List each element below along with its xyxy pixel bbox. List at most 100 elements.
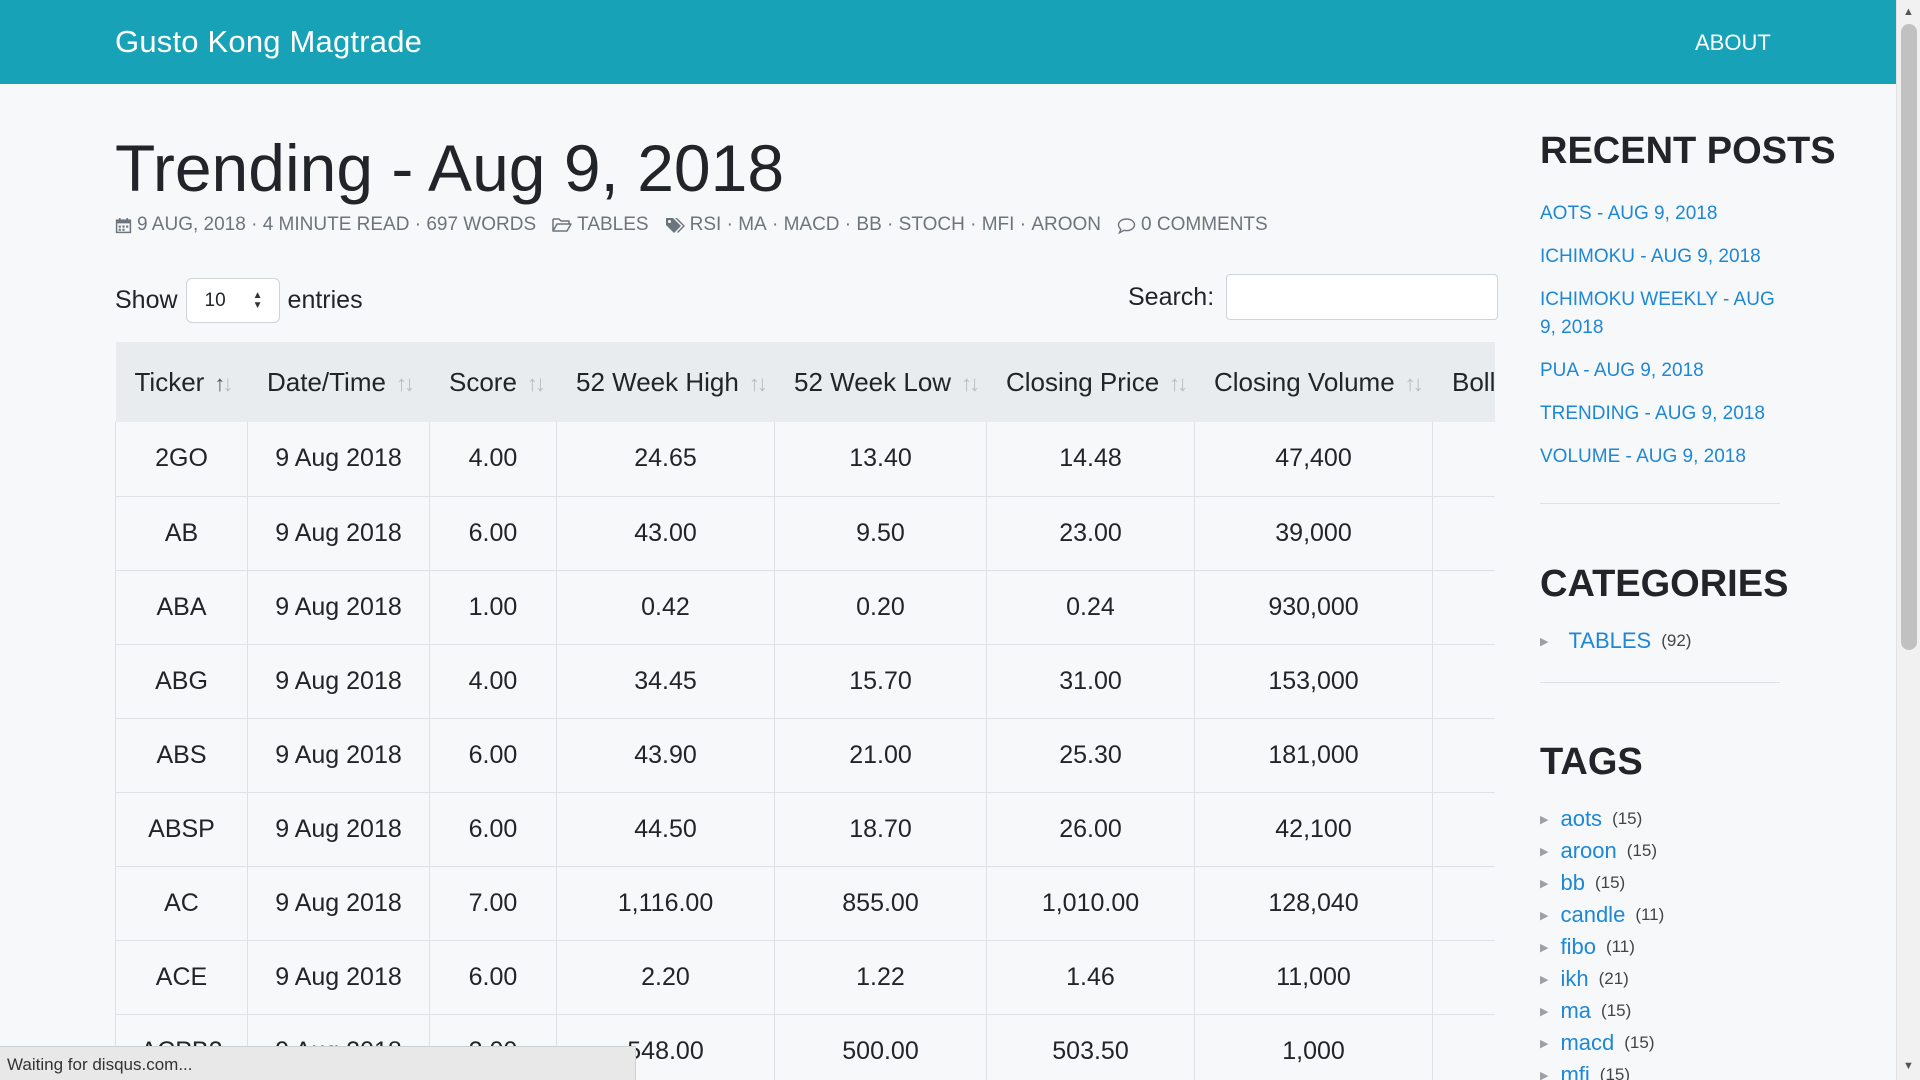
table-cell: AC <box>115 866 248 941</box>
tag-link[interactable]: mfi <box>1560 1062 1590 1080</box>
table-cell: 23.00 <box>986 496 1195 571</box>
data-table: Ticker ↑↓ Date/Time ↑↓ Score ↑↓ 52 Week Hig… <box>115 342 1495 1080</box>
table-cell: 4.00 <box>429 644 557 719</box>
column-header-score[interactable]: Score ↑↓ <box>429 342 557 422</box>
table-cell: 9 Aug 2018 <box>247 496 430 571</box>
column-header-52wk-high[interactable]: 52 Week High ↑↓ <box>556 342 775 422</box>
table-search-control: Search: <box>1128 274 1499 320</box>
sort-icon: ↑↓ <box>526 370 546 396</box>
tag-link[interactable]: ma <box>1560 998 1592 1023</box>
tag-count: (11) <box>1605 937 1635 956</box>
table-cell: 9 Aug 2018 <box>247 792 430 867</box>
tag-count: (15) <box>1624 1033 1655 1052</box>
tag-link[interactable]: macd <box>1560 1030 1615 1055</box>
post-read-time: 4 MINUTE READ <box>262 214 410 235</box>
post-meta: 9 AUG, 2018 · 4 MINUTE READ · 697 WORDS … <box>115 214 1284 236</box>
caret-right-icon: ▶ <box>1540 909 1549 922</box>
table-length-control: Show 10 ▲ ▼ entries <box>115 278 363 323</box>
calendar-icon <box>115 217 132 234</box>
table-cell: 25.30 <box>986 718 1195 793</box>
tag-item: ▶ ma (15) <box>1540 998 1631 1024</box>
nav-about-link[interactable]: ABOUT <box>1695 30 1771 55</box>
post-tag-link[interactable]: RSI <box>689 214 722 235</box>
tags-icon <box>665 217 685 234</box>
categories-heading: CATEGORIES <box>1540 563 1789 605</box>
folder-open-icon <box>552 217 572 233</box>
sort-ascending-icon: ↑↓ <box>214 370 233 396</box>
table-cell: 7.00 <box>429 866 557 941</box>
caret-right-icon: ▶ <box>1540 845 1549 858</box>
recent-post-link[interactable]: ICHIMOKU WEEKLY - AUG 9, 2018 <box>1540 289 1775 338</box>
post-tag-link[interactable]: MFI <box>981 214 1015 235</box>
recent-post-link[interactable]: VOLUME - AUG 9, 2018 <box>1540 446 1746 467</box>
category-link[interactable]: TABLES <box>1568 628 1652 653</box>
scroll-down-arrow-icon[interactable]: ▼ <box>1903 1060 1914 1072</box>
table-cell: 855.00 <box>774 866 987 941</box>
table-cell: ABS <box>115 718 248 793</box>
table-cell: 26.00 <box>986 792 1195 867</box>
column-header-closing-volume[interactable]: Closing Volume ↑↓ <box>1194 342 1433 422</box>
entries-per-page-select[interactable]: 10 ▲ ▼ <box>185 278 280 323</box>
sidebar-divider <box>1540 682 1780 683</box>
table-cell: ABSP <box>115 792 248 867</box>
column-header-52wk-low[interactable]: 52 Week Low ↑↓ <box>774 342 987 422</box>
tag-link[interactable]: aroon <box>1560 838 1617 863</box>
post-comments-link[interactable]: 0 COMMENTS <box>1141 214 1268 235</box>
table-header-row: Ticker ↑↓ Date/Time ↑↓ Score ↑↓ 52 Week Hig… <box>115 342 1495 422</box>
table-cell: 43.90 <box>556 718 775 793</box>
data-table-container: Ticker ↑↓ Date/Time ↑↓ Score ↑↓ 52 Week Hig… <box>115 342 1495 1080</box>
top-navbar: Gusto Kong Magtrade ABOUT <box>0 0 1896 84</box>
table-cell: ABA <box>115 570 248 645</box>
tag-link[interactable]: ikh <box>1560 966 1589 991</box>
table-cell: 1,000 <box>1194 1014 1433 1080</box>
table-cell <box>1432 1014 1495 1080</box>
table-cell <box>1432 422 1495 497</box>
caret-right-icon: ▶ <box>1540 635 1549 648</box>
page-scrollbar[interactable]: ▲ ▼ <box>1896 0 1920 1080</box>
recent-post-link[interactable]: TRENDING - AUG 9, 2018 <box>1540 403 1765 424</box>
tag-count: (15) <box>1601 1001 1632 1020</box>
site-brand[interactable]: Gusto Kong Magtrade <box>115 24 423 59</box>
tags-heading: TAGS <box>1540 741 1643 783</box>
post-tag-link[interactable]: AROON <box>1031 214 1102 235</box>
recent-post-link[interactable]: AOTS - AUG 9, 2018 <box>1540 203 1718 224</box>
recent-post-link[interactable]: PUA - AUG 9, 2018 <box>1540 360 1704 381</box>
category-item: ▶ TABLES (92) <box>1540 628 1691 654</box>
search-input[interactable] <box>1226 274 1499 320</box>
table-cell: 15.70 <box>774 644 987 719</box>
caret-right-icon: ▶ <box>1540 877 1549 890</box>
table-row: 2GO 9 Aug 2018 4.00 24.65 13.40 14.48 47,400 <box>115 422 1495 497</box>
scroll-thumb[interactable] <box>1901 24 1917 650</box>
recent-post-link[interactable]: ICHIMOKU - AUG 9, 2018 <box>1540 246 1761 267</box>
post-tag-link[interactable]: BB <box>856 214 882 235</box>
table-cell: 930,000 <box>1194 570 1433 645</box>
table-cell: 14.48 <box>986 422 1195 497</box>
post-tag-link[interactable]: MACD <box>783 214 840 235</box>
post-tag-link[interactable]: MA <box>738 214 767 235</box>
table-cell <box>1432 570 1495 645</box>
tag-link[interactable]: fibo <box>1560 934 1596 959</box>
search-label: Search: <box>1128 282 1215 311</box>
tag-link[interactable]: aots <box>1560 806 1603 831</box>
table-cell: 9 Aug 2018 <box>247 940 430 1015</box>
table-cell <box>1432 644 1495 719</box>
table-cell: 6.00 <box>429 496 557 571</box>
table-cell <box>1432 792 1495 867</box>
tag-count: (15) <box>1599 1065 1631 1080</box>
tag-link[interactable]: candle <box>1560 902 1626 927</box>
table-cell: 24.65 <box>556 422 775 497</box>
post-tag-link[interactable]: STOCH <box>898 214 965 235</box>
table-cell: 128,040 <box>1194 866 1433 941</box>
table-cell: 1.00 <box>429 570 557 645</box>
tag-link[interactable]: bb <box>1560 870 1585 895</box>
table-cell: 31.00 <box>986 644 1195 719</box>
column-header-ticker[interactable]: Ticker ↑↓ <box>115 342 248 422</box>
post-category-link[interactable]: TABLES <box>577 214 649 235</box>
table-cell: 0.20 <box>774 570 987 645</box>
column-header-boll[interactable]: Boll <box>1432 342 1495 422</box>
column-header-closing-price[interactable]: Closing Price ↑↓ <box>986 342 1195 422</box>
sort-icon: ↑↓ <box>961 370 980 396</box>
scroll-up-arrow-icon[interactable]: ▲ <box>1903 6 1914 18</box>
tag-count: (21) <box>1598 969 1629 988</box>
column-header-datetime[interactable]: Date/Time ↑↓ <box>247 342 430 422</box>
